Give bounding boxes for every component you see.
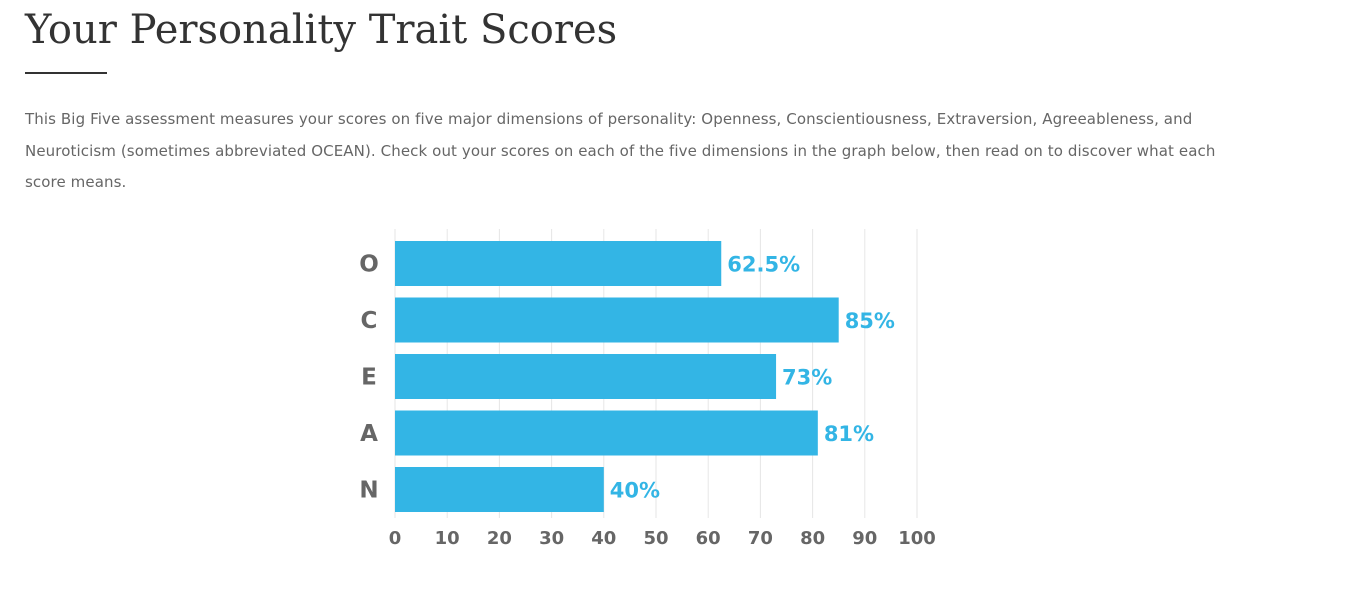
- chart-labels: 0 10 20 30 40 50 60 70 80 90 100 O 62.5% C 85% E 73% A 81%…: [359, 252, 936, 550]
- title-divider: [25, 72, 107, 74]
- chart-bars: [395, 241, 839, 512]
- intro-paragraph: This Big Five assessment measures your s…: [25, 110, 1216, 191]
- value-label-n: 40%: [610, 479, 660, 503]
- page-title: Your Personality Trait Scores: [25, 7, 618, 53]
- x-tick-label: 90: [852, 528, 877, 549]
- bar-e: [395, 354, 777, 399]
- x-tick-label: 80: [800, 528, 825, 549]
- x-tick-label: 40: [591, 528, 616, 549]
- category-label-e: E: [361, 365, 377, 391]
- bar-o: [395, 241, 722, 286]
- category-label-c: C: [361, 308, 378, 334]
- x-tick-label: 100: [898, 528, 936, 549]
- value-label-c: 85%: [845, 309, 895, 333]
- x-tick-label: 20: [487, 528, 512, 549]
- bar-c: [395, 297, 839, 343]
- x-tick-label: 0: [389, 528, 402, 549]
- bar-a: [395, 410, 818, 456]
- category-label-o: O: [359, 252, 379, 278]
- value-label-o: 62.5%: [727, 253, 800, 277]
- x-tick-label: 50: [643, 528, 668, 549]
- x-tick-label: 60: [696, 528, 721, 549]
- x-tick-label: 30: [539, 528, 564, 549]
- category-label-a: A: [360, 421, 378, 447]
- value-label-e: 73%: [782, 366, 832, 390]
- x-tick-label: 10: [435, 528, 460, 549]
- value-label-a: 81%: [824, 422, 874, 446]
- bar-n: [395, 467, 604, 512]
- x-tick-label: 70: [748, 528, 773, 549]
- category-label-n: N: [359, 478, 378, 504]
